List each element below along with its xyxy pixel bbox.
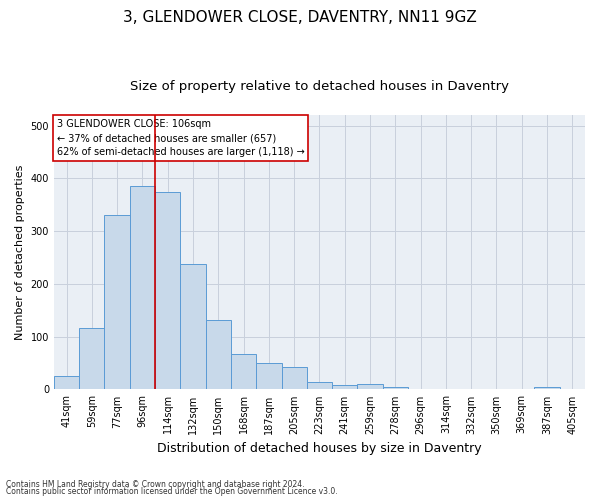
Text: Contains HM Land Registry data © Crown copyright and database right 2024.: Contains HM Land Registry data © Crown c…: [6, 480, 305, 489]
Bar: [281, 368, 307, 390]
Bar: [130, 186, 155, 390]
X-axis label: Distribution of detached houses by size in Daventry: Distribution of detached houses by size …: [157, 442, 482, 455]
Bar: [54, 376, 79, 390]
Bar: [408, 389, 433, 390]
Bar: [231, 354, 256, 390]
Text: 3, GLENDOWER CLOSE, DAVENTRY, NN11 9GZ: 3, GLENDOWER CLOSE, DAVENTRY, NN11 9GZ: [123, 10, 477, 25]
Bar: [332, 384, 358, 390]
Bar: [458, 389, 484, 390]
Y-axis label: Number of detached properties: Number of detached properties: [15, 164, 25, 340]
Bar: [79, 328, 104, 390]
Bar: [206, 320, 231, 390]
Bar: [104, 216, 130, 390]
Bar: [358, 384, 383, 390]
Bar: [155, 192, 181, 390]
Bar: [433, 389, 458, 390]
Text: 3 GLENDOWER CLOSE: 106sqm
← 37% of detached houses are smaller (657)
62% of semi: 3 GLENDOWER CLOSE: 106sqm ← 37% of detac…: [56, 119, 304, 157]
Text: Contains public sector information licensed under the Open Government Licence v3: Contains public sector information licen…: [6, 487, 338, 496]
Bar: [307, 382, 332, 390]
Bar: [535, 387, 560, 390]
Bar: [256, 363, 281, 390]
Title: Size of property relative to detached houses in Daventry: Size of property relative to detached ho…: [130, 80, 509, 93]
Bar: [181, 264, 206, 390]
Bar: [383, 387, 408, 390]
